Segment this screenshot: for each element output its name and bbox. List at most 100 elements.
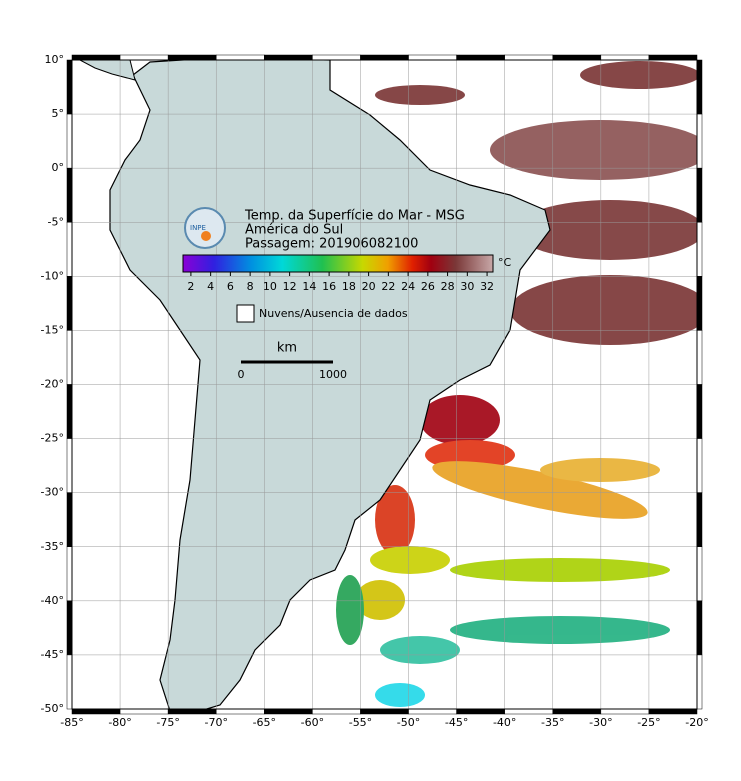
scale-unit: km	[277, 341, 297, 356]
graticule	[72, 60, 697, 709]
frame-segment	[66, 438, 73, 493]
frame-segment	[66, 222, 73, 277]
frame-segment	[552, 54, 602, 61]
y-tick-label: 0°	[52, 161, 65, 174]
frame-segment	[66, 492, 73, 547]
frame-segment	[66, 113, 73, 169]
y-tick-label: -40°	[41, 594, 64, 607]
y-tick-label: -15°	[41, 323, 64, 336]
x-tick-label: -75°	[156, 716, 179, 729]
y-tick-label: -20°	[41, 378, 64, 391]
x-tick-label: -55°	[349, 716, 372, 729]
axis-labels: -85° -80° -75° -70° -65° -60° -55° -50° -45° -40°…	[41, 53, 709, 729]
frame-segment	[215, 708, 265, 715]
y-tick-label: -10°	[41, 269, 64, 282]
frame-segment	[552, 708, 602, 715]
colorbar-tick-label: 4	[207, 280, 214, 293]
title-line: Temp. da Superfície do Mar - MSG	[244, 209, 465, 224]
y-tick-label: -50°	[41, 702, 64, 715]
frame-segment	[66, 59, 73, 115]
sst-patches	[336, 61, 697, 707]
frame-segment	[504, 54, 554, 61]
x-tick-label: -40°	[493, 716, 516, 729]
no-data-swatch	[236, 304, 255, 323]
colorbar-tick-label: 10	[263, 280, 277, 293]
x-tick-label: -50°	[397, 716, 420, 729]
frame-segment	[408, 708, 457, 715]
y-tick-label: 10°	[45, 53, 65, 66]
colorbar-tick-label: 14	[302, 280, 316, 293]
scale-label: 0	[238, 368, 245, 381]
x-tick-label: -60°	[301, 716, 324, 729]
colorbar-tick-label: 8	[247, 280, 254, 293]
frame-segment	[264, 708, 313, 715]
central-america	[79, 60, 136, 81]
frame-segment	[360, 54, 409, 61]
frame-segment	[648, 54, 698, 61]
colorbar-tick-label: 12	[283, 280, 297, 293]
frame-segment	[215, 54, 265, 61]
frame-segment	[600, 708, 650, 715]
frame-segment	[71, 54, 121, 61]
frame-segment	[167, 708, 217, 715]
frame-segment	[66, 167, 73, 223]
no-data-label: Nuvens/Ausencia de dados	[259, 307, 408, 320]
y-tick-label: -25°	[41, 432, 64, 445]
y-tick-label: -30°	[41, 486, 64, 499]
frame-segment	[696, 492, 703, 547]
x-tick-label: -45°	[445, 716, 468, 729]
frame-segment	[264, 54, 313, 61]
frame-segment	[66, 384, 73, 439]
frame-segment	[696, 384, 703, 439]
x-tick-label: -25°	[637, 716, 660, 729]
frame-outline	[71, 59, 698, 710]
y-tick-label: -5°	[48, 215, 64, 228]
frame-segment	[66, 600, 73, 656]
map-content	[72, 60, 697, 709]
colorbar-tick-label: 24	[401, 280, 415, 293]
frame-segment	[696, 276, 703, 331]
frame-segment	[66, 654, 73, 710]
frame-segment	[66, 330, 73, 385]
frame-segment	[71, 708, 121, 715]
frame-segment	[119, 54, 169, 61]
colorbar-tick-label: 2	[187, 280, 194, 293]
colorbar-tick-label: 6	[227, 280, 234, 293]
frame-segment	[456, 54, 505, 61]
colorbar-tick-label: 32	[480, 280, 494, 293]
logo	[184, 207, 226, 249]
title-line: Passagem: 201906082100	[245, 237, 418, 252]
logo-dot	[201, 231, 211, 241]
frame-segment	[119, 708, 169, 715]
frame-segment	[696, 600, 703, 656]
x-tick-label: -20°	[685, 716, 708, 729]
x-tick-label: -65°	[253, 716, 276, 729]
title-line: América do Sul	[245, 223, 343, 238]
frame-segment	[66, 276, 73, 331]
scale-label: 1000	[319, 368, 347, 381]
x-tick-label: -35°	[541, 716, 564, 729]
x-tick-label: -30°	[589, 716, 612, 729]
colorbar-tick-label: 16	[322, 280, 336, 293]
colorbar-tick-label: 26	[421, 280, 435, 293]
colorbar-tick-label: 30	[460, 280, 474, 293]
frame-segment	[696, 330, 703, 385]
x-tick-label: -70°	[204, 716, 227, 729]
frame-segment	[66, 546, 73, 602]
x-tick-label: -80°	[108, 716, 131, 729]
colorbar-unit: °C	[498, 256, 512, 269]
legend: INPE Temp. da Superfície do Mar - MSG Am…	[182, 207, 512, 381]
frame-segment	[696, 167, 703, 223]
frame-segment	[696, 113, 703, 169]
frame-segment	[696, 654, 703, 710]
colorbar-tick-label: 20	[362, 280, 376, 293]
colorbar	[182, 254, 494, 273]
frame-segment	[696, 546, 703, 602]
frame-segment	[600, 54, 650, 61]
frame-segment	[456, 708, 505, 715]
colorbar-tick-label: 28	[441, 280, 455, 293]
frame-segment	[408, 54, 457, 61]
y-tick-label: -35°	[41, 540, 64, 553]
frame-segment	[696, 59, 703, 115]
